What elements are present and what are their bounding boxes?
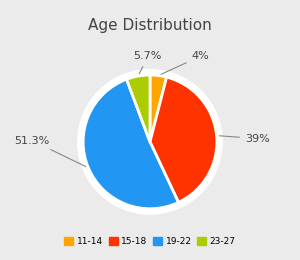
Text: Age Distribution: Age Distribution bbox=[88, 18, 212, 33]
Text: 5.7%: 5.7% bbox=[134, 51, 162, 74]
Legend: 11-14, 15-18, 19-22, 23-27: 11-14, 15-18, 19-22, 23-27 bbox=[61, 234, 239, 250]
Wedge shape bbox=[150, 77, 217, 202]
Wedge shape bbox=[127, 75, 150, 142]
Text: 4%: 4% bbox=[161, 51, 209, 74]
Wedge shape bbox=[150, 75, 166, 142]
Text: 39%: 39% bbox=[219, 134, 270, 144]
Circle shape bbox=[78, 70, 222, 214]
Text: 51.3%: 51.3% bbox=[14, 135, 86, 167]
Wedge shape bbox=[83, 79, 178, 209]
